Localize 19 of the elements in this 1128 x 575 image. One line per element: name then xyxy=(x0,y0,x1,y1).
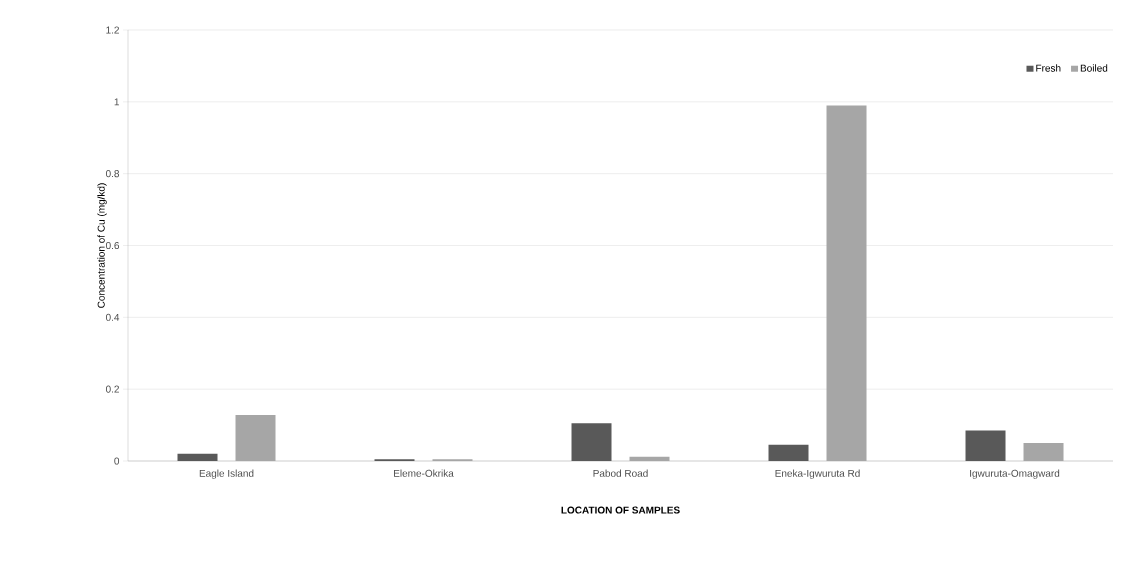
y-tick-label: 1 xyxy=(114,98,119,106)
x-tick-label: Eleme-Okrika xyxy=(394,469,454,477)
x-tick-label: Pabod Road xyxy=(593,469,648,477)
x-tick-label: Igwuruta-Omagward xyxy=(970,469,1060,479)
x-tick-label: Eagle Island xyxy=(199,469,254,479)
bar xyxy=(571,423,612,461)
y-tick-label: 0.4 xyxy=(105,313,120,321)
x-axis-title: LOCATION OF SAMPLES xyxy=(561,506,680,514)
y-tick-label: 0.6 xyxy=(105,241,120,250)
y-tick-label: 1.2 xyxy=(106,26,119,34)
x-tick-label: Eneka-Igwuruta Rd xyxy=(775,469,860,479)
bar xyxy=(768,444,809,461)
legend-label: Fresh xyxy=(1036,64,1061,72)
y-tick-label: 0.2 xyxy=(105,385,119,393)
legend-label: Boiled xyxy=(1080,64,1108,72)
bar xyxy=(177,453,218,461)
y-tick-label: 0 xyxy=(114,457,120,465)
bar xyxy=(965,430,1006,461)
y-tick-label: 0.8 xyxy=(105,170,120,178)
